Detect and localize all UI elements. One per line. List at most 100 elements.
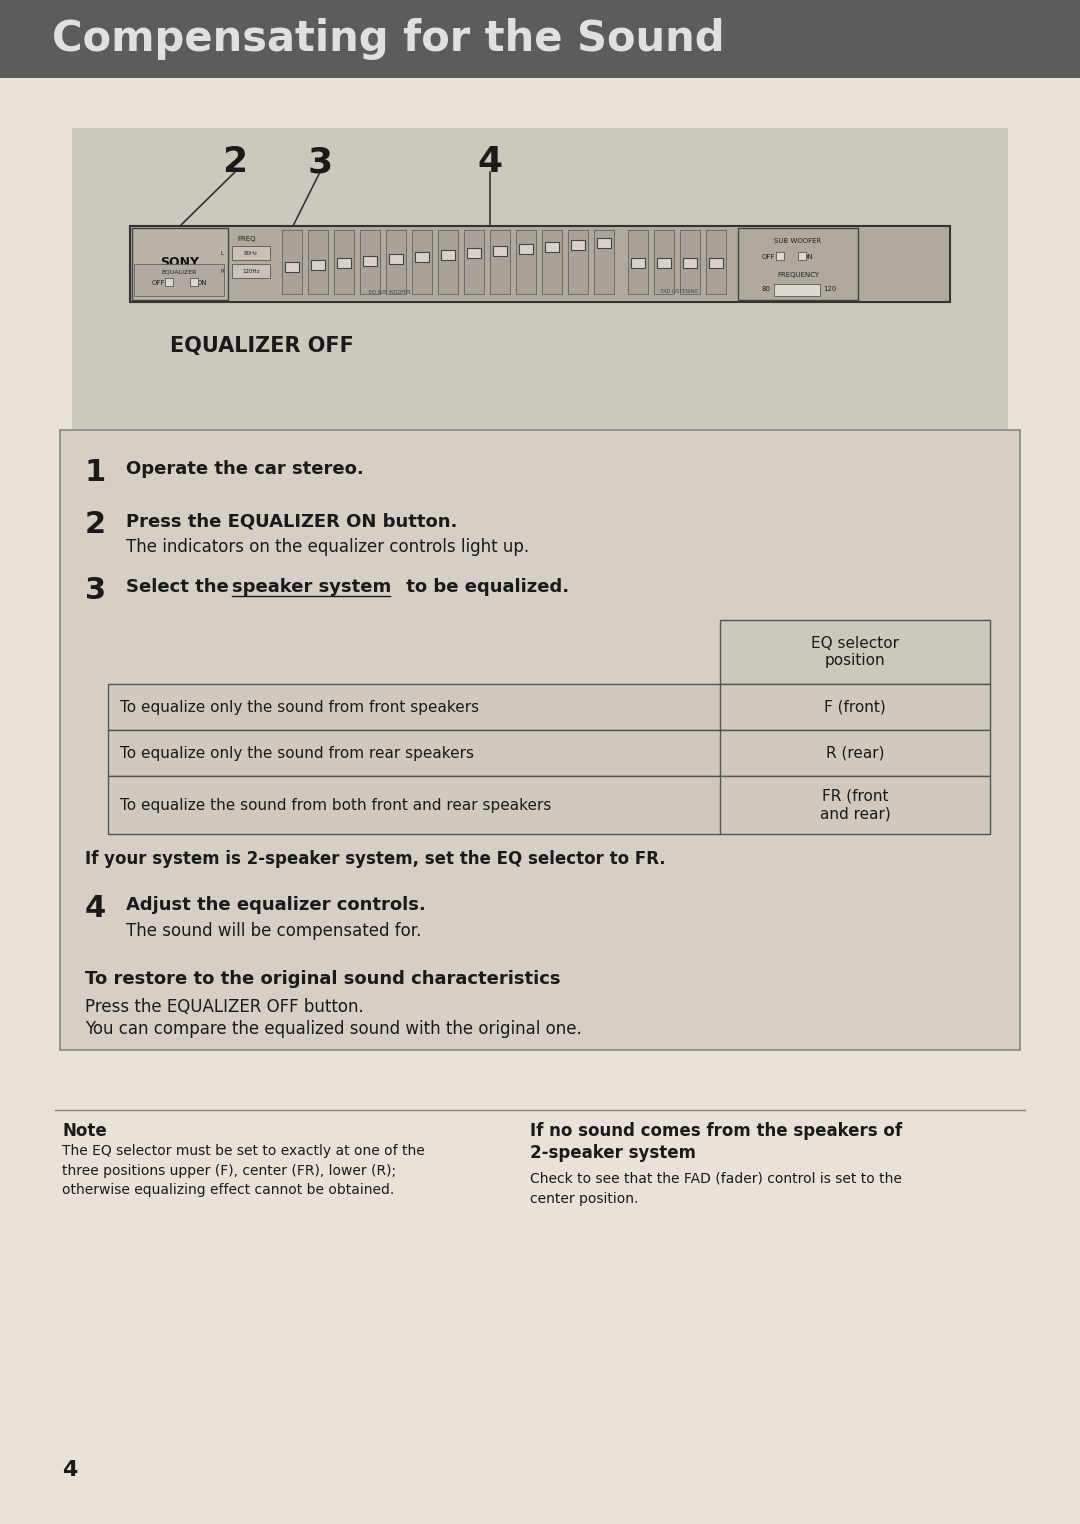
Bar [516, 230, 536, 294]
Bar [627, 230, 648, 294]
Bar [0, 0, 1080, 78]
Bar [72, 128, 1008, 468]
Bar [657, 258, 671, 268]
Bar [571, 239, 585, 250]
Text: ON: ON [197, 280, 207, 287]
Bar [232, 245, 270, 261]
Bar [545, 242, 559, 251]
Text: 80: 80 [761, 287, 770, 293]
Bar [190, 277, 198, 287]
Bar [441, 250, 455, 261]
Bar [683, 258, 697, 268]
Text: Operate the car stereo.: Operate the car stereo. [126, 460, 364, 479]
Bar [165, 277, 173, 287]
Text: FREQUENCY: FREQUENCY [777, 271, 819, 277]
Bar [798, 251, 806, 261]
Bar [738, 229, 858, 300]
Bar [108, 684, 990, 730]
Bar [415, 251, 429, 262]
Bar [389, 255, 403, 264]
Text: 80Hz: 80Hz [244, 250, 258, 256]
Text: 3: 3 [85, 576, 106, 605]
Text: 4: 4 [62, 1460, 78, 1480]
Text: If your system is 2-speaker system, set the EQ selector to FR.: If your system is 2-speaker system, set … [85, 850, 665, 869]
Text: OFF: OFF [761, 255, 774, 261]
Bar [134, 264, 224, 296]
Bar [680, 230, 700, 294]
Bar [654, 230, 674, 294]
Text: To equalize only the sound from rear speakers: To equalize only the sound from rear spe… [120, 745, 474, 760]
Text: FR (front
and rear): FR (front and rear) [820, 789, 890, 821]
Text: ON: ON [802, 255, 813, 261]
Text: 1: 1 [85, 459, 106, 488]
Bar [60, 430, 1020, 1050]
Text: FAD LISTENING: FAD LISTENING [661, 290, 699, 294]
Bar [467, 248, 481, 258]
Text: FREQ: FREQ [238, 236, 256, 242]
Bar [0, 78, 1080, 128]
Bar [774, 283, 820, 296]
Text: SUB WOOFER: SUB WOOFER [774, 238, 822, 244]
Text: Press the EQUALIZER OFF button.: Press the EQUALIZER OFF button. [85, 998, 364, 1017]
Bar [282, 230, 302, 294]
Text: EQ selector
position: EQ selector position [811, 636, 899, 668]
Text: 3: 3 [308, 145, 333, 178]
Text: speaker system: speaker system [232, 578, 391, 596]
Text: EQUALIZER: EQUALIZER [161, 270, 197, 274]
Bar [594, 230, 615, 294]
Bar [334, 230, 354, 294]
Text: You can compare the equalized sound with the original one.: You can compare the equalized sound with… [85, 1020, 582, 1038]
Text: R (rear): R (rear) [826, 745, 885, 760]
Text: 120: 120 [823, 287, 837, 293]
Text: EQUALIZER OFF: EQUALIZER OFF [170, 335, 354, 357]
Text: L: L [220, 250, 224, 256]
Text: EQ SUB WOOFER: EQ SUB WOOFER [369, 290, 410, 294]
Bar [308, 230, 328, 294]
Bar [285, 262, 299, 271]
Bar [360, 230, 380, 294]
Bar [720, 620, 990, 684]
Text: The indicators on the equalizer controls light up.: The indicators on the equalizer controls… [126, 538, 529, 556]
Bar [597, 238, 611, 248]
Bar [492, 245, 507, 256]
Text: OFF: OFF [151, 280, 164, 287]
Bar [108, 776, 990, 834]
Bar [337, 258, 351, 268]
Text: 4: 4 [477, 145, 502, 178]
Text: 120Hz: 120Hz [242, 268, 260, 273]
Text: To equalize the sound from both front and rear speakers: To equalize the sound from both front an… [120, 797, 552, 812]
Bar [108, 730, 990, 776]
Bar [130, 226, 950, 302]
Bar [519, 244, 534, 255]
Text: 2: 2 [85, 511, 106, 539]
Bar [438, 230, 458, 294]
Bar [411, 230, 432, 294]
Text: 2: 2 [222, 145, 247, 178]
Bar [132, 229, 228, 300]
Bar [631, 258, 645, 268]
Text: To restore to the original sound characteristics: To restore to the original sound charact… [85, 969, 561, 988]
Text: To equalize only the sound from front speakers: To equalize only the sound from front sp… [120, 700, 480, 715]
Bar [386, 230, 406, 294]
Bar [777, 251, 784, 261]
Text: The sound will be compensated for.: The sound will be compensated for. [126, 922, 421, 940]
Bar [490, 230, 510, 294]
Bar [568, 230, 588, 294]
Text: Select the: Select the [126, 578, 235, 596]
Text: Adjust the equalizer controls.: Adjust the equalizer controls. [126, 896, 426, 914]
Text: 4: 4 [85, 895, 106, 924]
Bar [363, 256, 377, 267]
Text: F (front): F (front) [824, 700, 886, 715]
Bar [542, 230, 562, 294]
Text: The EQ selector must be set to exactly at one of the
three positions upper (F), : The EQ selector must be set to exactly a… [62, 1145, 424, 1196]
Bar [311, 261, 325, 270]
Text: SONY: SONY [161, 256, 200, 268]
Text: Compensating for the Sound: Compensating for the Sound [52, 18, 725, 59]
Text: Press the EQUALIZER ON button.: Press the EQUALIZER ON button. [126, 512, 457, 530]
Bar [464, 230, 484, 294]
Text: Check to see that the FAD (fader) control is set to the
center position.: Check to see that the FAD (fader) contro… [530, 1172, 902, 1205]
Bar [708, 258, 723, 268]
Text: If no sound comes from the speakers of
2-speaker system: If no sound comes from the speakers of 2… [530, 1122, 902, 1163]
Text: Note: Note [62, 1122, 107, 1140]
Text: R: R [220, 268, 224, 273]
